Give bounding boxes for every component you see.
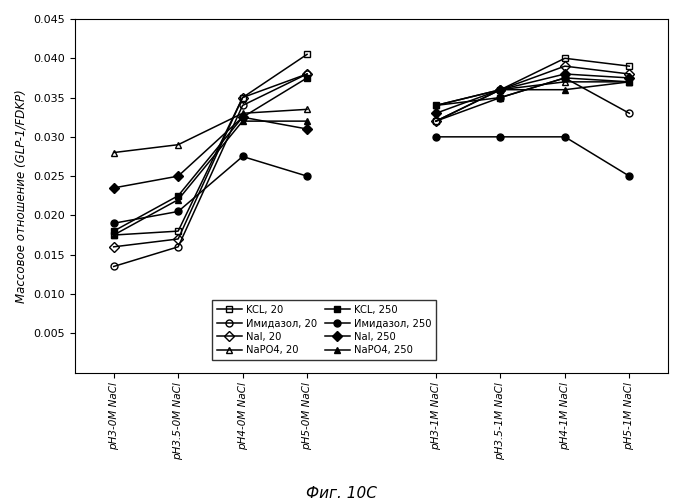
KCL, 250 [561,75,569,81]
Line: NaPO4, 250: NaPO4, 250 [432,78,633,109]
KCL, 20 [625,63,633,69]
NaI, 250 [432,110,440,116]
Text: Фиг. 10C: Фиг. 10C [306,486,377,500]
KCL, 250 [432,102,440,108]
Имидазол, 250 [432,134,440,140]
Имидазол, 20 [561,75,569,81]
Legend: KCL, 20, Имидазол, 20, NaI, 20, NaPO4, 20, KCL, 250, Имидазол, 250, NaI, 250, Na: KCL, 20, Имидазол, 20, NaI, 20, NaPO4, 2… [212,300,436,360]
Имидазол, 20 [497,94,505,100]
NaPO4, 250 [561,86,569,92]
NaPO4, 250 [625,79,633,85]
Имидазол, 20 [432,118,440,124]
Y-axis label: Массовое отношение (GLP-1/FDKP): Массовое отношение (GLP-1/FDKP) [15,89,28,302]
NaI, 20 [625,71,633,77]
Line: NaPO4, 20: NaPO4, 20 [432,78,633,109]
NaPO4, 250 [432,102,440,108]
KCL, 20 [497,86,505,92]
Line: Имидазол, 20: Имидазол, 20 [432,74,633,124]
KCL, 20 [432,118,440,124]
NaI, 250 [497,86,505,92]
KCL, 250 [625,79,633,85]
NaI, 20 [497,86,505,92]
NaI, 250 [625,75,633,81]
Line: KCL, 250: KCL, 250 [432,74,633,109]
Line: KCL, 20: KCL, 20 [432,55,633,124]
Имидазол, 20 [625,110,633,116]
KCL, 20 [561,56,569,62]
NaPO4, 250 [497,86,505,92]
NaI, 250 [561,71,569,77]
NaI, 20 [432,118,440,124]
Имидазол, 250 [625,173,633,179]
Line: NaI, 250: NaI, 250 [432,70,633,117]
Line: NaI, 20: NaI, 20 [432,62,633,124]
NaI, 20 [561,63,569,69]
KCL, 250 [497,94,505,100]
Bar [339,19,404,372]
NaPO4, 20 [432,102,440,108]
NaPO4, 20 [561,79,569,85]
Имидазол, 250 [561,134,569,140]
Line: Имидазол, 250: Имидазол, 250 [432,134,633,180]
NaPO4, 20 [497,86,505,92]
NaPO4, 20 [625,79,633,85]
Имидазол, 250 [497,134,505,140]
